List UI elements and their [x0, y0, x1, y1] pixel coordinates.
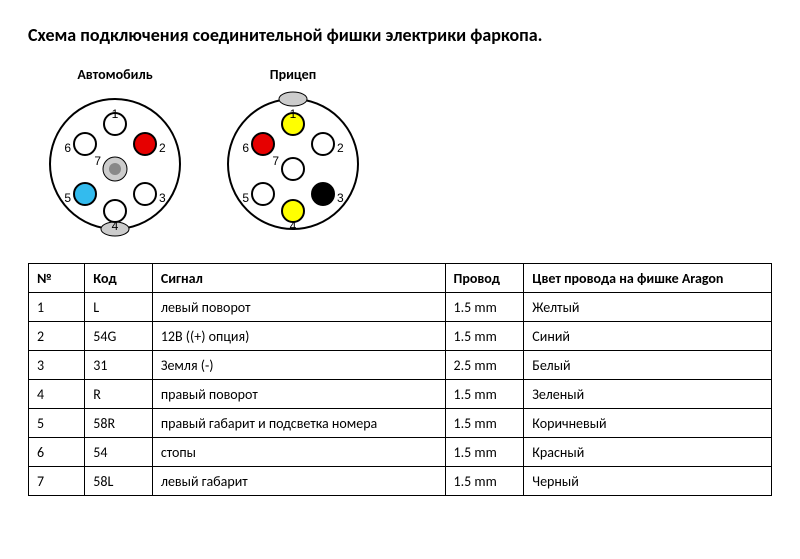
- table-cell: 1.5 mm: [445, 293, 524, 322]
- table-cell: 2.5 mm: [445, 351, 524, 380]
- svg-text:7: 7: [94, 154, 101, 168]
- table-cell: 6: [29, 438, 85, 467]
- col-header-1: Код: [85, 264, 153, 293]
- table-cell: левый поворот: [152, 293, 445, 322]
- table-cell: Зеленый: [524, 380, 772, 409]
- col-header-0: №: [29, 264, 85, 293]
- table-cell: 58R: [85, 409, 153, 438]
- svg-text:4: 4: [290, 219, 297, 233]
- table-cell: 2: [29, 322, 85, 351]
- svg-text:4: 4: [112, 219, 119, 233]
- table-row: 1Lлевый поворот1.5 mmЖелтый: [29, 293, 772, 322]
- table-cell: 31: [85, 351, 153, 380]
- svg-text:5: 5: [242, 191, 249, 205]
- table-cell: 1.5 mm: [445, 467, 524, 496]
- table-cell: стопы: [152, 438, 445, 467]
- table-cell: 4: [29, 380, 85, 409]
- table-cell: 58L: [85, 467, 153, 496]
- col-header-4: Цвет провода на фишке Aragon: [524, 264, 772, 293]
- svg-text:1: 1: [290, 107, 297, 121]
- table-cell: правый поворот: [152, 380, 445, 409]
- connector-trailer-label: Прицеп: [270, 66, 316, 83]
- connector-car: Автомобиль 1 6 2 7 5 3 4: [40, 66, 190, 239]
- svg-text:2: 2: [337, 141, 344, 155]
- table-cell: правый габарит и подсветка номера: [152, 409, 445, 438]
- table-cell: 1: [29, 293, 85, 322]
- connector-car-label: Автомобиль: [77, 66, 152, 83]
- page-title: Схема подключения соединительной фишки э…: [28, 24, 772, 46]
- svg-text:3: 3: [159, 191, 166, 205]
- table-cell: 1.5 mm: [445, 380, 524, 409]
- table-cell: L: [85, 293, 153, 322]
- table-row: 758Lлевый габарит1.5 mmЧерный: [29, 467, 772, 496]
- table-cell: 7: [29, 467, 85, 496]
- connector-trailer-svg: 1 6 2 7 5 3 4: [218, 89, 368, 239]
- table-row: 4Rправый поворот1.5 mmЗеленый: [29, 380, 772, 409]
- table-row: 254G12B ((+) опция)1.5 mmСиний: [29, 322, 772, 351]
- table-cell: Коричневый: [524, 409, 772, 438]
- table-cell: 3: [29, 351, 85, 380]
- table-cell: Красный: [524, 438, 772, 467]
- svg-text:3: 3: [337, 191, 344, 205]
- connector-diagrams: Автомобиль 1 6 2 7 5 3 4 Прицеп 1 6 2 7 5 3 4: [40, 66, 772, 239]
- table-cell: 1.5 mm: [445, 322, 524, 351]
- svg-text:7: 7: [272, 154, 279, 168]
- svg-text:5: 5: [64, 191, 71, 205]
- table-row: 331Земля (-)2.5 mmБелый: [29, 351, 772, 380]
- svg-text:6: 6: [242, 141, 249, 155]
- table-cell: 1.5 mm: [445, 438, 524, 467]
- connector-car-svg: 1 6 2 7 5 3 4: [40, 89, 190, 239]
- svg-text:6: 6: [64, 141, 71, 155]
- table-cell: R: [85, 380, 153, 409]
- table-cell: 12B ((+) опция): [152, 322, 445, 351]
- svg-text:1: 1: [112, 107, 119, 121]
- table-cell: Белый: [524, 351, 772, 380]
- table-cell: Желтый: [524, 293, 772, 322]
- svg-text:2: 2: [159, 141, 166, 155]
- table-row: 654стопы1.5 mmКрасный: [29, 438, 772, 467]
- col-header-3: Провод: [445, 264, 524, 293]
- table-cell: 1.5 mm: [445, 409, 524, 438]
- table-cell: 5: [29, 409, 85, 438]
- pinout-table: №КодСигналПроводЦвет провода на фишке Ar…: [28, 263, 772, 496]
- col-header-2: Сигнал: [152, 264, 445, 293]
- table-cell: 54: [85, 438, 153, 467]
- table-row: 558Rправый габарит и подсветка номера1.5…: [29, 409, 772, 438]
- table-cell: 54G: [85, 322, 153, 351]
- table-cell: Синий: [524, 322, 772, 351]
- table-cell: Черный: [524, 467, 772, 496]
- connector-trailer: Прицеп 1 6 2 7 5 3 4: [218, 66, 368, 239]
- table-cell: Земля (-): [152, 351, 445, 380]
- table-cell: левый габарит: [152, 467, 445, 496]
